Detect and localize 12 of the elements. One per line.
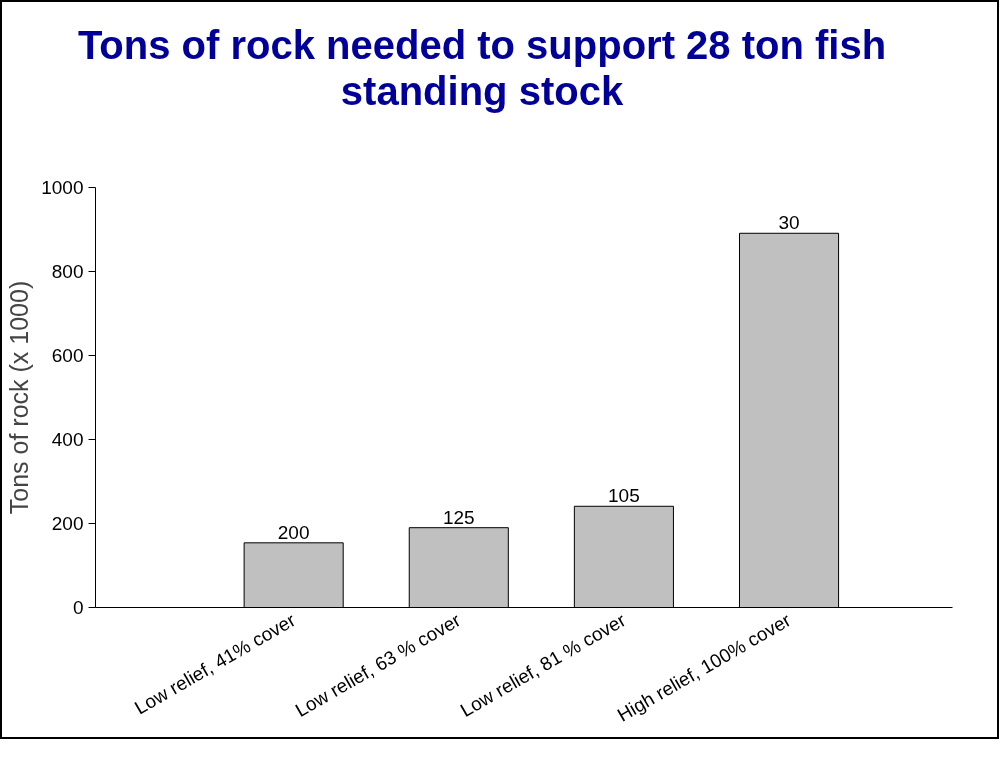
y-tick-label: 1000 bbox=[41, 177, 84, 198]
annotation: 200 bbox=[277, 521, 310, 543]
chart-title: Tons of rock needed to support 28 ton fish standing stock bbox=[76, 22, 888, 114]
y-axis-title: Tons of rock (x 1000) bbox=[5, 280, 34, 515]
annotation: 125 bbox=[442, 506, 475, 528]
y-tick-label: 200 bbox=[51, 513, 84, 534]
y-tick-label: 600 bbox=[51, 345, 84, 366]
y-tick-label: 400 bbox=[51, 429, 84, 450]
annotation: 105 bbox=[608, 485, 640, 507]
annotation: 30 bbox=[778, 212, 800, 234]
y-tick-label: 800 bbox=[51, 261, 84, 282]
y-tick-label: 0 bbox=[72, 597, 84, 618]
